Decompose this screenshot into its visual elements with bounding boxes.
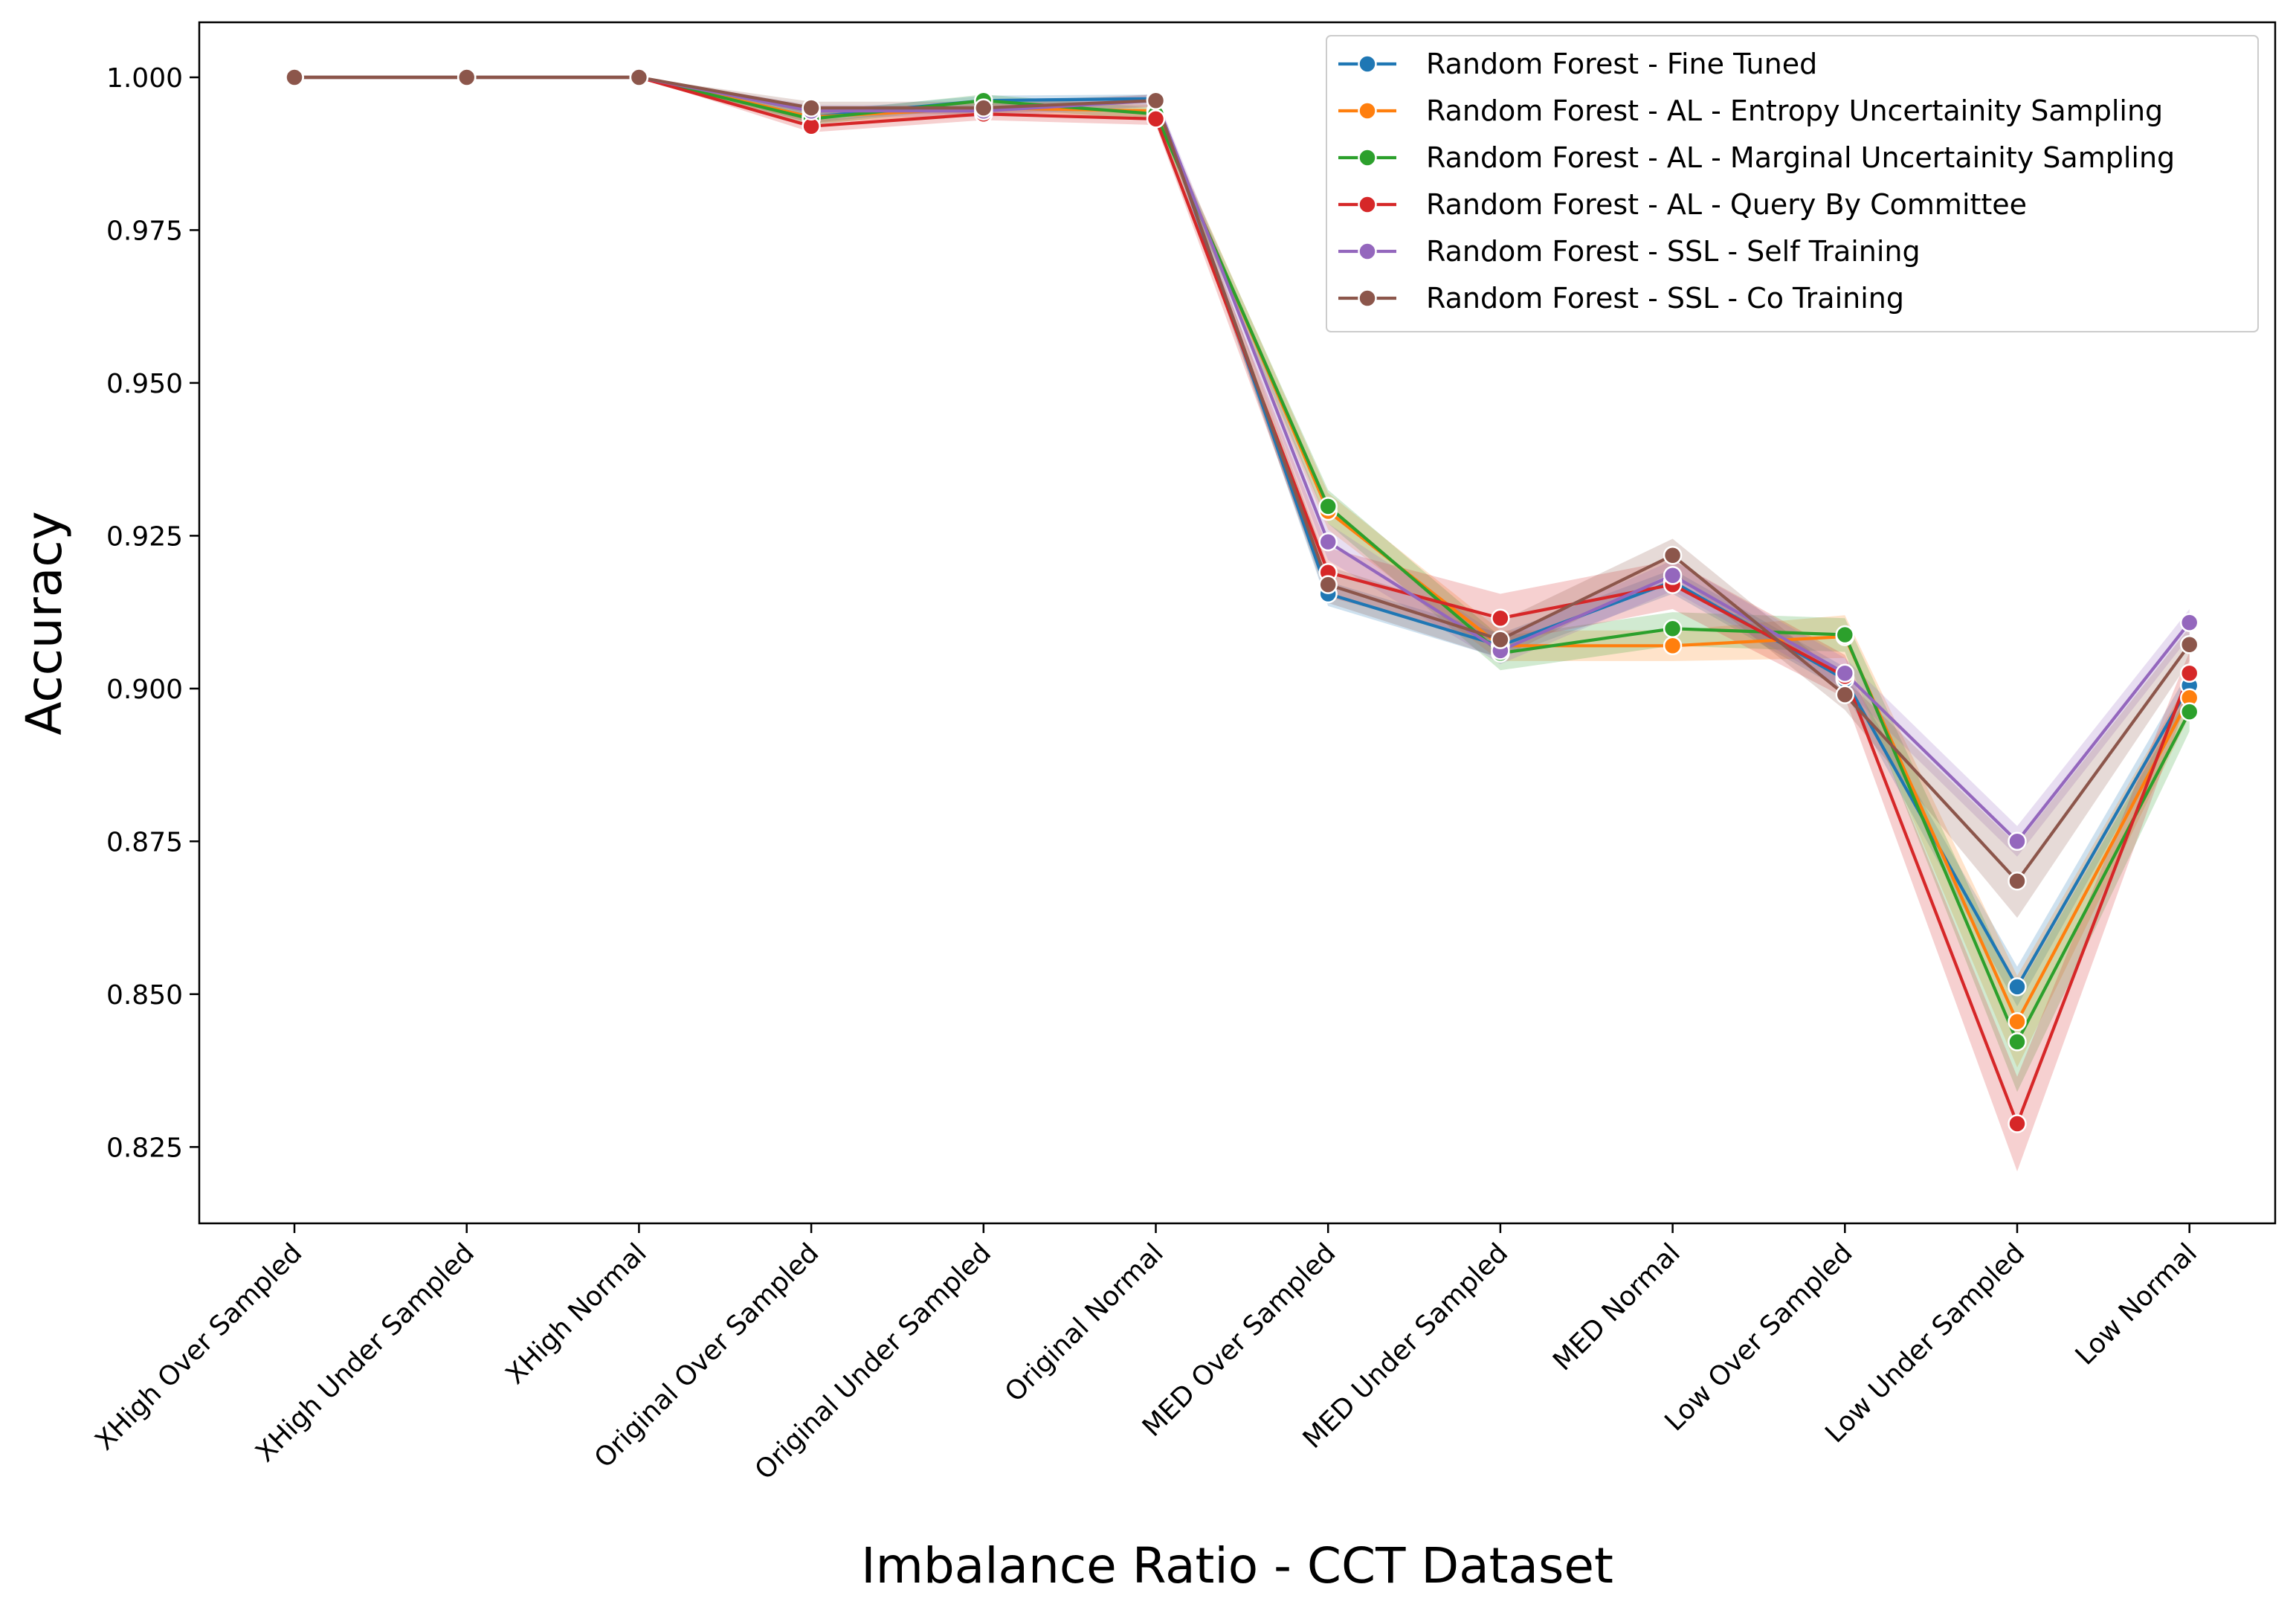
- data-point-series-6-3: [629, 68, 649, 87]
- legend-label-1: Random Forest - Fine Tuned: [1426, 48, 1817, 80]
- data-point-series-2-9: [1663, 636, 1683, 656]
- data-point-series-6-9: [1663, 545, 1683, 565]
- y-tick-label: 0.850: [106, 980, 183, 1011]
- y-tick-label: 0.925: [106, 521, 183, 552]
- legend-label-5: Random Forest - SSL - Self Training: [1426, 235, 1921, 268]
- y-axis: 0.825 0.850 0.875 0.900 0.925 0.950 0.975 1.000: [106, 63, 199, 1163]
- confidence-bands: [294, 77, 2190, 1172]
- data-point-series-2-11: [2008, 1012, 2027, 1031]
- data-point-series-6-12: [2179, 634, 2199, 654]
- data-point-series-1-11: [2008, 977, 2027, 997]
- data-point-series-6-1: [285, 68, 304, 87]
- series-line-6: [292, 75, 2191, 883]
- legend-label-2: Random Forest - AL - Entropy Uncertainit…: [1426, 94, 2163, 127]
- data-point-series-6-5: [974, 98, 993, 118]
- y-tick-label: 1.000: [106, 63, 183, 94]
- y-axis-title: Accuracy: [16, 511, 73, 735]
- legend-marker-3: [1358, 148, 1377, 167]
- data-point-series-5-10: [1835, 663, 1855, 683]
- data-point-series-4-11: [2008, 1114, 2027, 1133]
- legend-label-4: Random Forest - AL - Query By Committee: [1426, 188, 2027, 221]
- data-point-series-3-12: [2179, 702, 2199, 721]
- confidence-band-series-6: [294, 77, 2190, 918]
- legend-marker-5: [1358, 242, 1377, 261]
- data-point-series-6-8: [1491, 630, 1510, 649]
- y-tick-label: 0.975: [106, 216, 183, 246]
- legend-label-3: Random Forest - AL - Marginal Uncertaini…: [1426, 141, 2175, 174]
- data-point-series-4-12: [2179, 663, 2199, 683]
- x-axis-title: Imbalance Ratio - CCT Dataset: [861, 1537, 1613, 1594]
- data-point-series-3-9: [1663, 619, 1683, 639]
- data-point-series-6-6: [1146, 91, 1166, 110]
- data-point-series-6-7: [1318, 575, 1338, 594]
- plot-frame: [198, 21, 2277, 1225]
- data-point-series-5-11: [2008, 831, 2027, 852]
- legend-box: [1326, 35, 2259, 332]
- data-point-series-3-11: [2008, 1032, 2027, 1052]
- y-tick-label: 0.950: [106, 369, 183, 399]
- data-point-series-5-12: [2179, 613, 2199, 632]
- confidence-band-series-4: [294, 77, 2190, 1172]
- data-point-series-5-9: [1663, 566, 1683, 585]
- y-tick-label: 0.825: [106, 1133, 183, 1163]
- legend-marker-4: [1358, 195, 1377, 214]
- y-tick-label: 0.875: [106, 827, 183, 857]
- legend-label-6: Random Forest - SSL - Co Training: [1426, 282, 1904, 315]
- legend-marker-1: [1358, 54, 1377, 74]
- data-point-series-6-4: [802, 98, 821, 118]
- legend-marker-6: [1358, 289, 1377, 308]
- confidence-band-series-2: [294, 77, 2190, 1068]
- data-point-series-6-2: [457, 68, 477, 87]
- data-point-series-6-11: [2008, 871, 2027, 891]
- series-points: [285, 68, 2199, 1133]
- series-lines: [292, 75, 2191, 1126]
- data-point-series-4-6: [1146, 109, 1166, 129]
- data-point-series-3-10: [1835, 625, 1855, 645]
- legend-marker-2: [1358, 101, 1377, 120]
- data-point-series-6-10: [1835, 685, 1855, 704]
- y-tick-label: 0.900: [106, 675, 183, 705]
- confidence-band-series-3: [294, 77, 2190, 1092]
- legend: Random Forest - Fine Tuned Random Forest …: [1326, 35, 2259, 332]
- data-point-series-5-7: [1318, 532, 1338, 552]
- data-point-series-4-8: [1491, 608, 1510, 628]
- data-point-series-3-7: [1318, 497, 1338, 516]
